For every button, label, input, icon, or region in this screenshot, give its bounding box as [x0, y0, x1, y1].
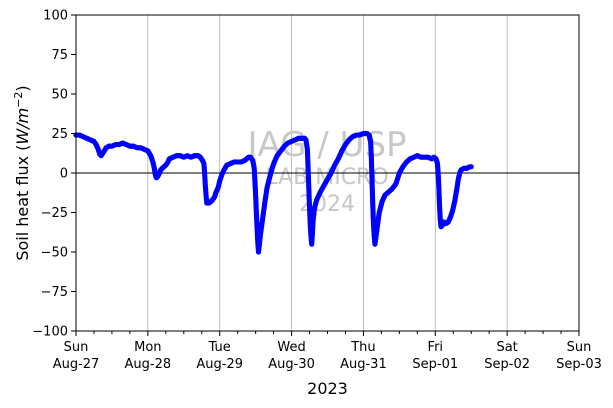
y-axis-title-exponent: −2: [12, 92, 25, 108]
y-axis-title: Soil heat flux (W/m−2): [12, 85, 33, 260]
y-axis-title-unit: W/m: [13, 108, 32, 145]
x-tick-day-label: Sun: [64, 340, 89, 355]
x-tick-date-label: Aug-28: [125, 357, 172, 372]
y-axis: 100 75 50 25 0 −25 −50 −75 −100: [32, 9, 76, 340]
x-tick-date-label: Sep-03: [556, 357, 602, 372]
y-tick-label: −25: [41, 206, 68, 221]
x-tick-day-label: Thu: [350, 340, 375, 355]
x-tick-day-label: Sat: [496, 340, 517, 355]
y-tick-label: 25: [51, 127, 68, 142]
x-tick-day-label: Mon: [134, 340, 161, 355]
x-tick-day-label: Fri: [428, 340, 444, 355]
data-point: [468, 164, 474, 170]
x-tick-date-label: Aug-27: [53, 357, 100, 372]
x-axis: Sun Aug-27 Mon Aug-28 Tue Aug-29 Wed Aug-30 Thu A…: [53, 331, 602, 372]
x-tick-day-label: Wed: [277, 340, 305, 355]
x-tick-date-label: Aug-30: [268, 357, 315, 372]
y-tick-label: −75: [41, 285, 68, 300]
data-points: [73, 130, 474, 255]
y-tick-label: −50: [41, 246, 68, 261]
x-axis-title: 2023: [307, 379, 348, 398]
x-tick-day-label: Tue: [208, 340, 231, 355]
watermark-line1: IAG / USP: [247, 125, 406, 165]
y-tick-label: −100: [32, 325, 68, 340]
y-tick-label: 0: [60, 167, 68, 182]
x-tick-date-label: Aug-31: [340, 357, 387, 372]
y-tick-label: 50: [51, 88, 68, 103]
x-tick-date-label: Aug-29: [196, 357, 243, 372]
y-tick-label: 75: [51, 48, 68, 63]
y-axis-title-close: ): [13, 85, 32, 91]
x-tick-day-label: Sun: [567, 340, 592, 355]
x-tick-date-label: Sep-02: [484, 357, 530, 372]
x-tick-date-label: Sep-01: [412, 357, 458, 372]
y-tick-label: 100: [43, 9, 68, 24]
y-axis-title-text: Soil heat flux (: [13, 145, 32, 261]
